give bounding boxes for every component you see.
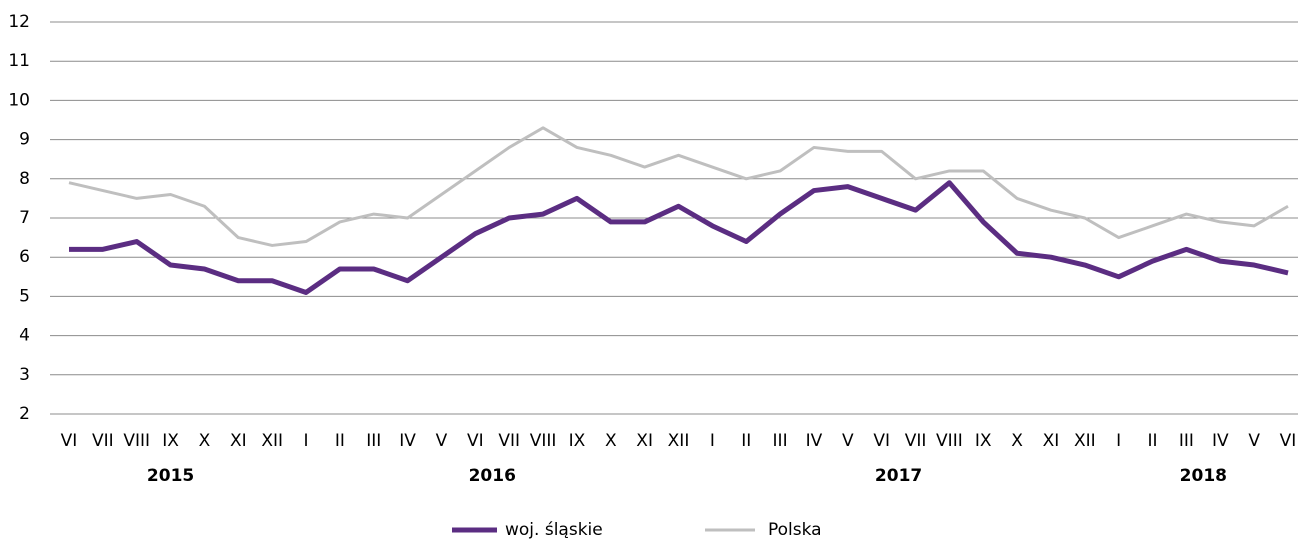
x-tick-label: III	[1179, 431, 1194, 451]
x-tick-label: VII	[498, 431, 520, 451]
x-tick-label: X	[199, 431, 211, 451]
x-tick-label: V	[842, 431, 854, 451]
y-tick-label: 9	[19, 130, 30, 150]
x-tick-label: XI	[636, 431, 653, 451]
y-tick-label: 2	[19, 404, 30, 424]
line-series	[68, 126, 1289, 247]
x-tick-label: I	[304, 431, 309, 451]
x-tick-label: IV	[399, 431, 416, 451]
y-tick-label: 4	[19, 326, 30, 346]
y-tick-label: 12	[8, 12, 30, 32]
year-label: 2017	[875, 466, 922, 486]
x-tick-label: VIII	[530, 431, 557, 451]
y-tick-label: 5	[19, 286, 30, 306]
x-tick-label: I	[710, 431, 715, 451]
x-tick-label: X	[605, 431, 617, 451]
x-tick-label: XII	[668, 431, 690, 451]
x-tick-label: VI	[1280, 431, 1297, 451]
x-tick-label: IX	[162, 431, 179, 451]
x-tick-label: VI	[467, 431, 484, 451]
y-tick-label: 3	[19, 365, 30, 385]
y-tick-label: 8	[19, 169, 30, 189]
x-tick-label: IX	[975, 431, 992, 451]
x-tick-label: V	[436, 431, 448, 451]
x-tick-label: VI	[61, 431, 78, 451]
x-tick-label: XI	[1043, 431, 1060, 451]
x-tick-label: VI	[873, 431, 890, 451]
y-tick-label: 6	[19, 247, 30, 267]
x-tick-label: II	[335, 431, 345, 451]
x-tick-label: XII	[261, 431, 283, 451]
x-tick-label: XII	[1074, 431, 1096, 451]
line-series	[69, 180, 1289, 295]
legend-label: woj. śląskie	[505, 520, 603, 540]
x-tick-label: V	[1248, 431, 1260, 451]
x-tick-label: X	[1011, 431, 1023, 451]
x-tick-label: III	[366, 431, 381, 451]
x-tick-label: VII	[905, 431, 927, 451]
year-label: 2015	[147, 466, 194, 486]
y-tick-label: 10	[8, 90, 30, 110]
x-tick-label: II	[741, 431, 751, 451]
x-tick-label: I	[1116, 431, 1121, 451]
legend-label: Polska	[768, 520, 822, 540]
x-tick-label: IV	[1212, 431, 1229, 451]
x-tick-label: VIII	[936, 431, 963, 451]
y-tick-label: 11	[8, 51, 30, 71]
x-tick-label: XI	[230, 431, 247, 451]
y-tick-label: 7	[19, 208, 30, 228]
year-label: 2016	[469, 466, 516, 486]
x-tick-label: IV	[806, 431, 823, 451]
year-label: 2018	[1180, 466, 1227, 486]
x-tick-label: IX	[569, 431, 586, 451]
x-tick-label: VII	[92, 431, 114, 451]
x-tick-label: III	[773, 431, 788, 451]
x-tick-label: VIII	[123, 431, 150, 451]
x-tick-label: II	[1148, 431, 1158, 451]
